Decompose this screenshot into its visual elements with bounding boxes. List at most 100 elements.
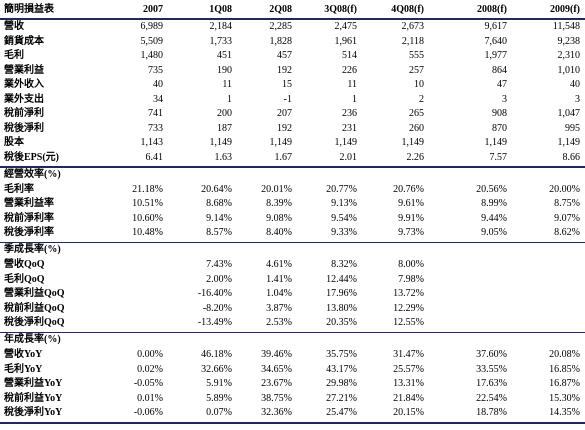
row-label: 業外支出 xyxy=(4,93,44,105)
cell: 9,617 xyxy=(484,21,508,32)
cell: 25.47% xyxy=(326,407,357,418)
row-label: 營業利益QoQ xyxy=(4,288,65,299)
cell: 18.78% xyxy=(476,407,507,418)
cell: 995 xyxy=(565,122,580,134)
cell: 10.48% xyxy=(132,227,163,238)
cell: 6.41 xyxy=(145,151,164,163)
cell: 20.08% xyxy=(549,349,580,360)
cell: 3 xyxy=(502,93,507,105)
cell: 34.65% xyxy=(261,363,292,375)
cell: 23.67% xyxy=(261,378,292,389)
column-header: 2Q08 xyxy=(269,4,292,15)
cell: 231 xyxy=(342,122,357,134)
cell: 735 xyxy=(148,64,163,76)
cell: -0.05% xyxy=(133,378,163,389)
cell: 1.41% xyxy=(266,273,292,285)
cell: 10 xyxy=(414,79,424,90)
cell: 0.00% xyxy=(137,349,163,360)
row-label: 稅後EPS(元) xyxy=(4,151,59,163)
cell: 29.98% xyxy=(326,378,357,389)
cell: 236 xyxy=(342,108,357,119)
cell: 27.21% xyxy=(326,392,357,404)
cell: 9.05% xyxy=(481,227,507,238)
row-label: 營收 xyxy=(4,21,24,32)
cell: 2,285 xyxy=(269,21,293,32)
cell: 187 xyxy=(217,122,232,134)
cell: 2,673 xyxy=(401,21,425,32)
row-label: 稅後淨利 xyxy=(4,122,44,134)
section-title: 季成長率(%) xyxy=(4,244,61,255)
cell: 2.53% xyxy=(266,317,292,328)
row-label: 稅前利益YoY xyxy=(4,392,63,404)
cell: 1.04% xyxy=(266,288,292,299)
cell: 14.35% xyxy=(549,407,580,418)
cell: 257 xyxy=(409,64,424,76)
cell: 20.77% xyxy=(326,183,357,195)
cell: 0.02% xyxy=(137,363,163,375)
row-label: 營業利益 xyxy=(4,64,44,76)
cell: 226 xyxy=(342,64,357,76)
cell: 265 xyxy=(409,108,424,119)
row-label: 稅前淨利 xyxy=(4,108,44,119)
cell: 7.43% xyxy=(206,259,232,270)
cell: 192 xyxy=(277,64,292,76)
cell: 40 xyxy=(570,79,580,90)
cell: 10.60% xyxy=(132,212,163,224)
cell: 190 xyxy=(217,64,232,76)
cell: 33.55% xyxy=(476,363,507,375)
cell: 200 xyxy=(217,108,232,119)
row-label: 稅前淨利率 xyxy=(4,212,54,224)
cell: 1,149 xyxy=(209,137,233,148)
cell: 0.01% xyxy=(137,392,163,404)
cell: 25.57% xyxy=(393,363,424,375)
cell: 1,149 xyxy=(334,137,358,148)
cell: 37.60% xyxy=(476,349,507,360)
row-label: 營收QoQ xyxy=(4,259,45,270)
cell: 741 xyxy=(148,108,163,119)
cell: -8.20% xyxy=(202,302,232,314)
column-header: 4Q08(f) xyxy=(391,4,424,15)
cell: 17.63% xyxy=(476,378,507,389)
row-label: 營收YoY xyxy=(4,349,43,360)
cell: 1,047 xyxy=(557,108,581,119)
cell: 0.07% xyxy=(206,407,232,418)
cell: 11,548 xyxy=(552,21,580,32)
row-label: 稅前利益QoQ xyxy=(4,302,65,314)
cell: 21.84% xyxy=(393,392,424,404)
cell: 9.91% xyxy=(398,212,424,224)
cell: 8.99% xyxy=(481,198,507,209)
cell: 4.61% xyxy=(266,259,292,270)
cell: 9.73% xyxy=(398,227,424,238)
cell: 17.96% xyxy=(326,288,357,299)
divider xyxy=(0,18,585,20)
cell: 2.01 xyxy=(339,151,358,163)
cell: 20.35% xyxy=(326,317,357,328)
divider xyxy=(0,166,585,168)
cell: 11 xyxy=(347,79,357,90)
cell: 9.61% xyxy=(398,198,424,209)
cell: 2.00% xyxy=(206,273,232,285)
cell: 9.54% xyxy=(331,212,357,224)
divider xyxy=(0,421,585,424)
cell: 20.64% xyxy=(201,183,232,195)
cell: 20.76% xyxy=(393,183,424,195)
cell: 12.44% xyxy=(326,273,357,285)
cell: 1,480 xyxy=(140,50,164,61)
divider xyxy=(0,331,585,333)
cell: -1 xyxy=(283,93,292,105)
cell: 207 xyxy=(277,108,292,119)
section-title: 年成長率(%) xyxy=(4,334,61,345)
section-title: 經營效率(%) xyxy=(4,168,61,180)
cell: 5.91% xyxy=(206,378,232,389)
cell: 34 xyxy=(153,93,163,105)
cell: 16.85% xyxy=(549,363,580,375)
cell: 192 xyxy=(277,122,292,134)
row-label: 營業利益率 xyxy=(4,198,54,209)
cell: 1,149 xyxy=(484,137,508,148)
row-label: 毛利QoQ xyxy=(4,273,45,285)
cell: 39.46% xyxy=(261,349,292,360)
cell: 8.68% xyxy=(206,198,232,209)
cell: 21.18% xyxy=(132,183,163,195)
row-label: 毛利YoY xyxy=(4,363,43,375)
